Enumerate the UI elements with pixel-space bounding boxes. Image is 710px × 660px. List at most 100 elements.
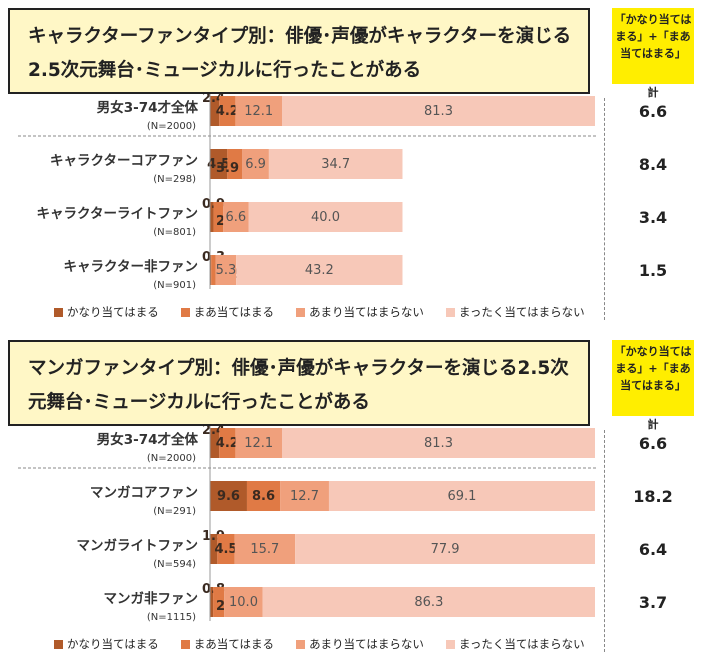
legend-item: まあ当てはまる	[180, 636, 275, 652]
stacked-bar-chart: 男女3-74才全体(N=2000)2.44.2 12.1 81.3 6.6マンガコアフ…	[18, 426, 673, 623]
bar-row: 男女3-74才全体(N=2000)2.44.2 12.1 81.3 6.6	[97, 94, 667, 132]
chart-title: マンガファンタイプ別：俳優･声優がキャラクターを演じる2.5次元舞台･ミュージカ…	[8, 340, 590, 426]
data-label: 77.9	[431, 542, 460, 557]
legend-swatch	[54, 308, 63, 317]
bar-segment	[210, 534, 218, 564]
data-label: 43.2	[305, 263, 334, 278]
legend-label: かなり当てはまる	[67, 637, 159, 651]
data-label: 4.5	[207, 157, 230, 172]
total-column-sub: 計	[647, 86, 659, 99]
legend-item: まったく当てはまらない	[445, 304, 585, 320]
legend-swatch	[180, 308, 190, 317]
data-label: 6.9	[245, 157, 266, 172]
data-label: 4.2	[216, 436, 239, 451]
bar-segment	[210, 428, 220, 458]
total-column-sub: 計	[647, 418, 659, 431]
legend-swatch	[445, 308, 455, 317]
sample-size-label: (N=594)	[153, 559, 196, 570]
total-value: 18.2	[633, 487, 672, 506]
data-label: 10.0	[229, 595, 258, 610]
total-value: 6.4	[639, 540, 667, 559]
bar-segment	[213, 587, 225, 617]
chart-panel-manga: マンガファンタイプ別：俳優･声優がキャラクターを演じる2.5次元舞台･ミュージカ…	[0, 340, 710, 660]
legend-label: まあ当てはまる	[193, 637, 275, 651]
bar-segment	[280, 481, 329, 511]
legend-label: まあ当てはまる	[193, 305, 275, 319]
bar-segment	[246, 481, 281, 511]
total-value: 1.5	[639, 261, 667, 280]
sample-size-label: (N=801)	[153, 227, 196, 238]
bar-segment	[328, 481, 595, 511]
bar-segment	[210, 587, 214, 617]
bar-segment	[234, 534, 296, 564]
legend: かなり当てはまる まあ当てはまる あまり当てはまらない まったく当てはまらない	[54, 304, 607, 320]
category-label: マンガ非ファン	[104, 590, 199, 607]
bar-segment	[210, 255, 212, 285]
legend-item: かなり当てはまる	[54, 304, 159, 320]
bar-segment	[210, 149, 228, 179]
bar-segment	[223, 202, 249, 232]
bar-segment	[219, 96, 236, 126]
total-value: 3.4	[639, 208, 667, 227]
data-label: 3.9	[216, 161, 239, 176]
bar-segment	[210, 481, 247, 511]
legend-label: まったく当てはまらない	[458, 305, 585, 319]
legend-item: まったく当てはまらない	[445, 636, 585, 652]
data-label: 6.6	[225, 210, 246, 225]
data-label: 12.7	[290, 489, 319, 504]
bar-row: キャラクター非ファン(N=901)0.31.25.343.21.5	[64, 250, 668, 291]
data-label: 9.6	[217, 489, 240, 504]
category-label: 男女3-74才全体	[97, 99, 199, 116]
legend-item: あまり当てはまらない	[296, 636, 424, 652]
bar-segment	[210, 202, 214, 232]
legend-swatch	[180, 640, 190, 649]
data-label: 4.5	[214, 542, 237, 557]
data-label: 86.3	[414, 595, 443, 610]
total-value: 6.6	[639, 434, 667, 453]
legend-label: まったく当てはまらない	[458, 637, 585, 651]
bar-segment	[235, 96, 282, 126]
chart-title: キャラクターファンタイプ別：俳優･声優がキャラクターを演じる2.5次元舞台･ミュ…	[8, 8, 590, 94]
total-column-header: 「かなり当てはまる」+「まあ当てはまる」	[612, 8, 694, 84]
stacked-bar-chart: 男女3-74才全体(N=2000)2.44.2 12.1 81.3 6.6キャラクター…	[18, 94, 668, 291]
data-label: 4.2	[216, 104, 239, 119]
bar-segment	[215, 255, 237, 285]
data-label: 81.3	[424, 104, 453, 119]
category-label: キャラクターコアファン	[50, 153, 198, 169]
sample-size-label: (N=2000)	[147, 121, 196, 132]
legend-label: あまり当てはまらない	[309, 305, 424, 319]
category-label: マンガライトファン	[77, 538, 199, 554]
data-label: 12.1	[244, 436, 273, 451]
category-label: キャラクター非ファン	[64, 258, 198, 275]
legend-swatch	[296, 308, 306, 317]
total-separator	[604, 98, 605, 320]
sample-size-label: (N=901)	[153, 280, 196, 291]
legend-label: あまり当てはまらない	[309, 637, 424, 651]
legend-label: かなり当てはまる	[67, 305, 159, 319]
legend-swatch	[54, 640, 63, 649]
total-value: 3.7	[639, 593, 667, 612]
bar-segment	[268, 149, 403, 179]
bar-segment	[236, 255, 403, 285]
sample-size-label: (N=2000)	[147, 453, 196, 464]
bar-segment	[248, 202, 403, 232]
legend-swatch	[296, 640, 306, 649]
data-label: 40.0	[311, 210, 340, 225]
bar-segment	[295, 534, 595, 564]
bar-segment	[262, 587, 595, 617]
category-label: キャラクターライトファン	[37, 206, 198, 222]
legend-item: まあ当てはまる	[180, 304, 275, 320]
bar-segment	[235, 428, 282, 458]
bar-segment	[242, 149, 269, 179]
data-label: 69.1	[448, 489, 477, 504]
legend: かなり当てはまる まあ当てはまる あまり当てはまらない まったく当てはまらない	[54, 636, 607, 652]
bar-segment	[219, 428, 236, 458]
data-label: 34.7	[321, 157, 350, 172]
bar-segment	[211, 255, 216, 285]
total-value: 6.6	[639, 102, 667, 121]
category-label: 男女3-74才全体	[97, 431, 199, 448]
total-column-header: 「かなり当てはまる」+「まあ当てはまる」	[612, 340, 694, 416]
bar-segment	[227, 149, 243, 179]
bar-segment	[281, 96, 595, 126]
bar-row: キャラクターコアファン (N=298) 4.53.9 6.9 34.7 8.4	[50, 149, 667, 185]
